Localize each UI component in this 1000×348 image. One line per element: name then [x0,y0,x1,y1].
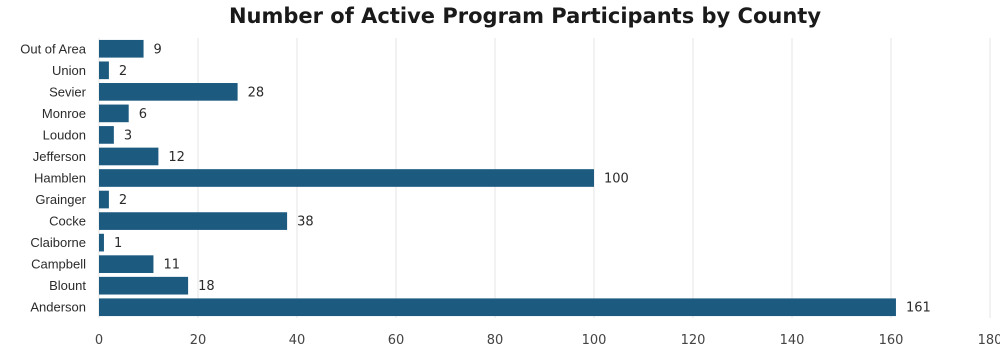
bar [99,83,238,101]
x-tick-label: 0 [95,333,103,348]
category-label: Campbell [31,257,86,272]
x-tick-label: 40 [289,333,306,348]
x-tick-label: 160 [879,333,904,348]
value-label: 38 [297,215,314,230]
bar [99,104,129,123]
value-label: 12 [168,150,185,165]
bar [99,298,896,317]
value-label: 161 [906,301,931,316]
category-label: Claiborne [30,235,86,250]
bar [99,212,288,230]
bar [99,39,144,58]
value-label: 2 [119,193,127,208]
x-tick-label: 100 [582,333,607,348]
value-label: 2 [119,64,127,79]
category-label: Grainger [35,192,86,207]
x-tick-label: 80 [487,333,504,348]
bars [99,39,896,317]
x-tick-label: 180 [978,333,1000,348]
value-label: 9 [154,42,162,57]
category-label: Out of Area [20,41,87,56]
x-axis-ticks: 0 20 40 60 80 100 120 140 160 180 [95,333,1000,348]
category-label: Hamblen [34,171,86,186]
value-label: 100 [604,172,629,187]
category-label: Union [52,63,86,78]
bar [99,147,159,166]
category-label: Cocke [49,214,86,229]
chart-title: Number of Active Program Participants by… [228,4,822,28]
bar [99,255,154,273]
value-label: 28 [248,85,265,100]
bar [99,126,114,144]
value-label: 11 [163,258,180,273]
value-label: 3 [124,128,132,143]
category-label: Anderson [30,300,86,315]
x-tick-label: 60 [388,333,405,348]
value-label: 6 [139,107,147,122]
category-label: Sevier [49,84,87,99]
bar [99,190,109,209]
bar [99,61,109,80]
category-labels: Out of Area Union Sevier Monroe Loudon Jeffer… [20,41,87,314]
category-label: Jefferson [33,149,86,164]
bar [99,169,594,187]
category-label: Monroe [42,106,86,121]
category-label: Loudon [43,127,86,142]
value-label: 18 [198,279,215,294]
value-label: 1 [114,236,122,251]
x-tick-label: 20 [190,333,207,348]
x-tick-label: 140 [780,333,805,348]
category-label: Blount [49,278,86,293]
bar [99,276,189,295]
x-tick-label: 120 [681,333,706,348]
bar [99,233,104,252]
